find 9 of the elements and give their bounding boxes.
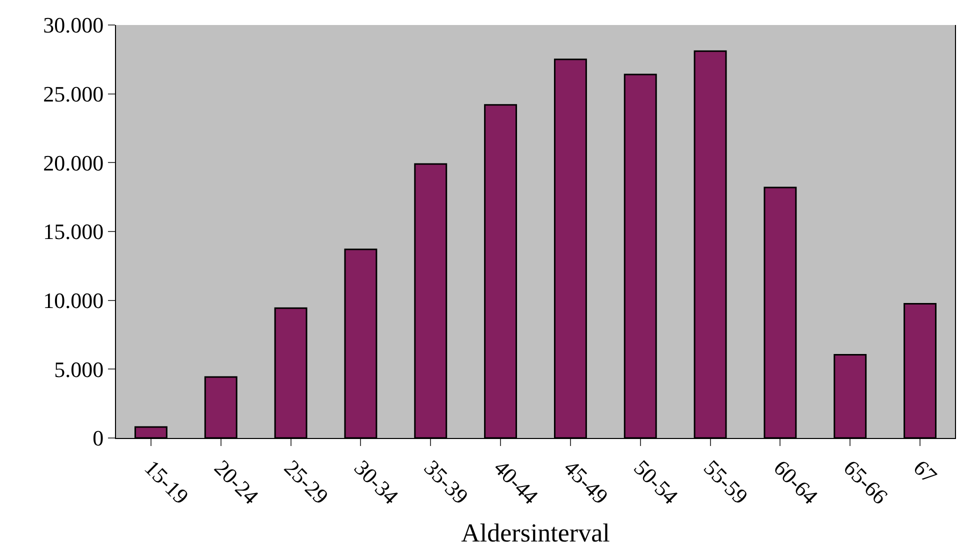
y-tick-label: 10.000 bbox=[43, 288, 104, 314]
y-tick-label: 25.000 bbox=[43, 82, 104, 107]
x-axis-title: Aldersinterval bbox=[461, 518, 610, 548]
y-tick-label: 30.000 bbox=[43, 12, 104, 38]
y-tick-label: 15.000 bbox=[43, 219, 104, 244]
y-tick-label: 0 bbox=[92, 426, 104, 451]
y-tick-label: 5.000 bbox=[54, 356, 104, 382]
x-tick-label: 67 bbox=[908, 455, 942, 488]
y-tick-label: 20.000 bbox=[43, 150, 104, 176]
